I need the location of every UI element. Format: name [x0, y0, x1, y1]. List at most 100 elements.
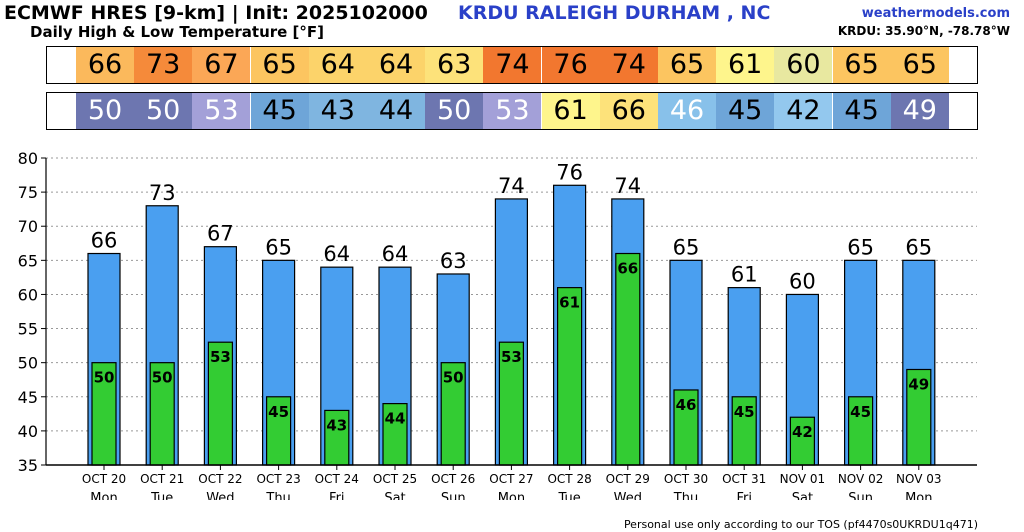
low-bar — [440, 362, 466, 466]
high-value-label: 65 — [673, 235, 700, 259]
y-tick-label: 55 — [18, 320, 38, 339]
x-weekday-label: Mon — [90, 491, 117, 500]
low-temp-strip: 50 50 53 45 43 44 50 53 61 66 46 45 42 45 49 — [46, 92, 978, 130]
x-weekday-label: Sun — [441, 491, 466, 500]
low-temp-cell: 43 — [308, 93, 367, 129]
x-weekday-label: Wed — [206, 491, 234, 500]
low-bar — [382, 403, 408, 466]
high-temp-cell: 76 — [541, 47, 600, 83]
low-bar — [673, 389, 699, 466]
low-bar — [91, 362, 117, 466]
x-date-label: NOV 02 — [838, 472, 884, 486]
temperature-bar-chart: 35 40 45 50 55 60 65 70 75 80 66 50 OCT 20 Mon 73 50 OCT… — [18, 149, 977, 500]
x-date-label: OCT 26 — [431, 472, 475, 486]
low-temp-cell: 50 — [425, 93, 484, 129]
low-bar — [324, 409, 350, 466]
low-bar — [789, 416, 816, 466]
high-value-label: 65 — [847, 235, 874, 259]
low-temp-cell: 45 — [716, 93, 775, 129]
x-date-label: OCT 23 — [256, 472, 300, 486]
x-date-label: OCT 25 — [373, 472, 417, 486]
high-temp-cell: 74 — [483, 47, 542, 83]
x-date-label: OCT 20 — [82, 472, 126, 486]
low-value-label: 42 — [792, 423, 813, 441]
x-weekday-label: Mon — [905, 491, 932, 500]
high-temp-cell: 65 — [658, 47, 716, 83]
low-temp-cell: 49 — [890, 93, 949, 129]
low-bar — [906, 368, 932, 466]
x-date-label: OCT 22 — [198, 472, 242, 486]
y-tick-label: 35 — [18, 456, 38, 475]
low-value-label: 45 — [268, 403, 289, 421]
x-date-label: OCT 24 — [315, 472, 359, 486]
x-date-label: OCT 27 — [489, 472, 533, 486]
footer-note: Personal use only according to our TOS (… — [623, 518, 978, 531]
low-value-label: 43 — [326, 416, 347, 434]
high-value-label: 63 — [440, 249, 467, 273]
low-bar — [556, 287, 583, 466]
y-tick-label: 65 — [18, 251, 38, 270]
x-date-label: OCT 29 — [606, 472, 650, 486]
low-value-label: 49 — [908, 375, 929, 393]
high-value-label: 64 — [382, 242, 409, 266]
high-temp-strip: 66 73 67 65 64 64 63 74 76 74 65 61 60 65 65 — [46, 46, 978, 84]
high-value-label: 61 — [731, 263, 758, 287]
high-temp-cell: 64 — [367, 47, 425, 83]
chart-subtitle: Daily High & Low Temperature [°F] — [30, 23, 325, 41]
x-weekday-label: Mon — [498, 491, 525, 500]
x-weekday-label: Tue — [557, 491, 580, 500]
low-value-label: 61 — [559, 294, 580, 312]
low-value-label: 50 — [443, 369, 464, 387]
high-temp-cell: 61 — [716, 47, 775, 83]
high-temp-cell: 65 — [890, 47, 949, 83]
low-temp-cell: 46 — [658, 93, 716, 129]
high-value-label: 60 — [789, 269, 816, 293]
low-value-label: 44 — [385, 410, 406, 428]
high-temp-cell: 65 — [250, 47, 309, 83]
high-value-label: 76 — [556, 160, 583, 184]
low-value-label: 45 — [734, 403, 755, 421]
low-bar — [266, 396, 292, 466]
x-date-label: OCT 28 — [547, 472, 591, 486]
x-weekday-label: Thu — [265, 491, 290, 500]
y-tick-label: 60 — [18, 285, 38, 304]
low-temp-cell: 45 — [250, 93, 309, 129]
high-temp-cell: 60 — [774, 47, 833, 83]
low-temp-cell: 50 — [76, 93, 134, 129]
y-tick-label: 70 — [18, 217, 38, 236]
x-weekday-label: Sun — [848, 491, 873, 500]
high-value-label: 65 — [265, 235, 292, 259]
low-bar — [847, 396, 874, 466]
high-value-label: 65 — [905, 235, 932, 259]
high-value-label: 73 — [149, 181, 176, 205]
low-temp-cell: 61 — [541, 93, 600, 129]
x-date-label: OCT 21 — [140, 472, 184, 486]
low-temp-cell: 42 — [774, 93, 833, 129]
x-weekday-label: Thu — [673, 491, 698, 500]
low-value-label: 50 — [94, 369, 115, 387]
high-temp-cell: 64 — [308, 47, 367, 83]
high-temp-cell: 65 — [832, 47, 891, 83]
y-tick-label: 75 — [18, 183, 38, 202]
x-weekday-label: Sat — [384, 491, 405, 500]
high-temp-cell: 67 — [192, 47, 251, 83]
location-label: KRDU RALEIGH DURHAM , NC — [458, 2, 771, 24]
low-temp-cell: 44 — [367, 93, 425, 129]
low-temp-cell: 53 — [483, 93, 542, 129]
low-value-label: 66 — [617, 260, 638, 278]
low-temp-cell: 53 — [192, 93, 251, 129]
high-temp-cell: 66 — [76, 47, 134, 83]
chart-title: ECMWF HRES [9-km] | Init: 2025102000 — [4, 2, 428, 24]
low-bar — [149, 362, 175, 466]
x-date-label: NOV 01 — [780, 472, 826, 486]
y-tick-label: 40 — [18, 422, 38, 441]
x-weekday-label: Sat — [792, 491, 813, 500]
low-value-label: 53 — [501, 348, 522, 366]
site-link[interactable]: weathermodels.com — [861, 6, 1010, 21]
x-weekday-label: Tue — [150, 491, 173, 500]
high-temp-cell: 63 — [425, 47, 484, 83]
high-temp-cell: 73 — [134, 47, 193, 83]
low-value-label: 53 — [210, 348, 231, 366]
low-value-label: 50 — [152, 369, 173, 387]
y-tick-label: 50 — [18, 354, 38, 373]
